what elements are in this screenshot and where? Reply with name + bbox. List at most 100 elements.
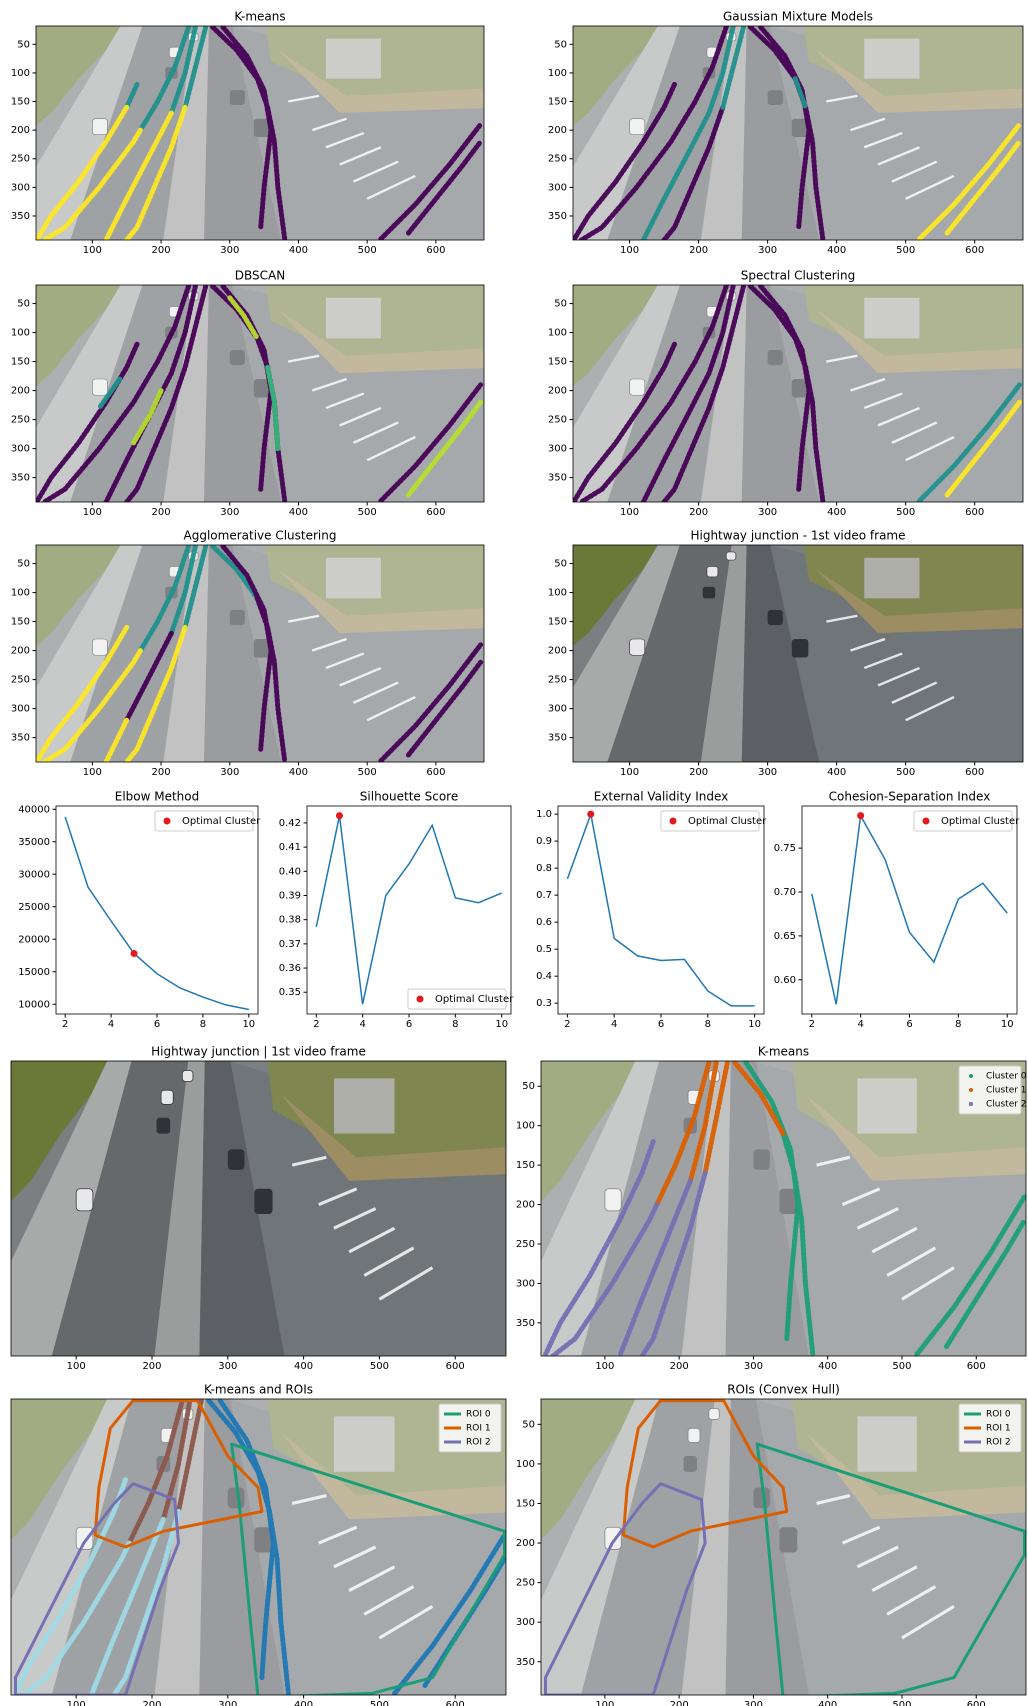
y-tick-label: 50 [17,39,30,50]
optimal-point [131,950,138,957]
y-tick-label: 200 [548,125,567,136]
y-tick-label: 300 [516,1278,535,1289]
y-tick-label: 0.39 [279,890,301,901]
legend-swatch [969,1102,973,1106]
x-tick-label: 400 [289,767,308,778]
y-tick-label: 200 [11,646,30,657]
x-tick-label: 10 [748,1019,761,1030]
x-tick-label: 600 [446,1700,465,1706]
legend-label: Optimal Cluster [688,816,767,827]
x-tick-label: 8 [705,1019,711,1030]
x-tick-label: 600 [426,245,445,256]
y-tick-label: 0.4 [536,971,552,982]
y-tick-label: 50 [17,299,30,310]
panel: K-means and ROIs100200300400500600ROI 0R… [0,1383,531,1706]
y-tick-label: 30000 [18,869,50,880]
x-tick-label: 6 [406,1019,412,1030]
y-tick-label: 25000 [18,902,50,913]
x-tick-label: 10 [1001,1019,1014,1030]
optimal-point [857,812,864,819]
x-tick-label: 300 [220,245,239,256]
y-tick-label: 35000 [18,837,50,848]
x-tick-label: 6 [658,1019,664,1030]
plot-area [24,535,505,779]
y-tick-label: 300 [548,444,567,455]
x-tick-label: 600 [965,245,984,256]
legend: Optimal Cluster [155,811,261,831]
axes-frame [802,806,1017,1014]
x-tick-label: 500 [358,245,377,256]
y-tick-label: 350 [516,1657,535,1668]
y-tick-label: 150 [11,617,30,628]
chart-title: K-means [234,10,285,24]
x-tick-label: 400 [294,1361,313,1372]
x-tick-label: 600 [965,767,984,778]
x-tick-label: 600 [967,1361,986,1372]
x-tick-label: 300 [744,1700,763,1706]
y-tick-label: 300 [11,444,30,455]
x-tick-label: 200 [689,767,708,778]
x-tick-label: 100 [595,1361,614,1372]
y-tick-label: 0.41 [279,842,301,853]
x-tick-label: 4 [857,1019,863,1030]
y-tick-label: 10000 [18,999,50,1010]
y-tick-label: 300 [11,182,30,193]
x-tick-label: 500 [370,1700,389,1706]
legend-label: Optimal Cluster [182,816,261,827]
x-tick-label: 400 [827,245,846,256]
panel: Hightway junction - 1st video frame10020… [548,529,1028,779]
x-tick-label: 500 [896,507,915,518]
x-tick-label: 8 [200,1019,206,1030]
y-tick-label: 50 [554,39,567,50]
panel: Gaussian Mixture Models10020030040050060… [548,10,1028,257]
x-tick-label: 300 [218,1700,237,1706]
y-tick-label: 0.75 [774,843,796,854]
x-tick-label: 400 [827,767,846,778]
x-tick-label: 4 [611,1019,617,1030]
legend-swatch [670,818,677,825]
x-tick-label: 100 [620,767,639,778]
x-tick-label: 100 [620,507,639,518]
y-tick-label: 50 [522,1419,535,1430]
plot-area [24,275,505,519]
x-tick-label: 600 [426,507,445,518]
x-tick-label: 400 [289,245,308,256]
y-tick-label: 100 [11,328,30,339]
y-tick-label: 0.42 [279,818,301,829]
figure: K-means100200300400500600501001502002503… [0,0,1028,1706]
y-tick-label: 0.36 [279,963,301,974]
y-tick-label: 0.3 [536,998,552,1009]
y-tick-label: 200 [548,646,567,657]
legend-label: ROI 0 [986,1410,1011,1420]
y-tick-label: 150 [548,617,567,628]
chart-title: Spectral Clustering [741,269,856,283]
y-tick-label: 1.0 [536,809,552,820]
x-tick-label: 600 [446,1361,465,1372]
x-tick-label: 6 [906,1019,912,1030]
legend: ROI 0ROI 1ROI 2 [439,1404,501,1452]
plot-area [0,1047,531,1378]
legend-swatch [923,818,930,825]
axes-frame [56,806,258,1014]
y-tick-label: 350 [11,733,30,744]
y-tick-label: 350 [548,211,567,222]
axes-frame [558,806,764,1014]
legend-label: Cluster 0 [986,1072,1027,1082]
y-tick-label: 250 [548,415,567,426]
legend-label: Cluster 1 [986,1086,1027,1096]
x-tick-label: 2 [809,1019,815,1030]
x-tick-label: 100 [67,1700,86,1706]
y-tick-label: 350 [516,1318,535,1329]
x-tick-label: 100 [620,245,639,256]
x-tick-label: 400 [818,1361,837,1372]
legend: Optimal Cluster [661,811,767,831]
y-tick-label: 100 [11,68,30,79]
y-tick-label: 150 [548,357,567,368]
plot-area [531,1385,1028,1706]
x-tick-label: 300 [744,1361,763,1372]
